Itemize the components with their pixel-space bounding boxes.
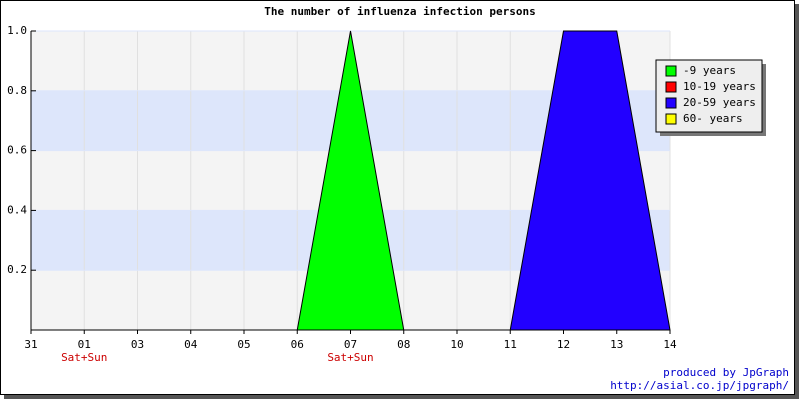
x-tick-label: 13	[610, 338, 623, 351]
y-tick-label: 0.2	[7, 263, 27, 276]
y-tick-label: 0.6	[7, 144, 27, 157]
legend-swatch	[665, 81, 677, 93]
x-tick-label: 10	[450, 338, 463, 351]
x-tick-label: 05	[237, 338, 250, 351]
x-tick-label: 31	[24, 338, 37, 351]
legend-swatch	[665, 113, 677, 125]
x-tick-label: 01	[78, 338, 91, 351]
x-sublabel: Sat+Sun	[61, 351, 107, 364]
y-tick-label: 0.8	[7, 84, 27, 97]
y-tick-label: 0.4	[7, 203, 27, 216]
y-tick-label: 1.0	[7, 24, 27, 37]
credit: produced by JpGraph	[663, 366, 789, 379]
x-tick-label: 07	[344, 338, 357, 351]
legend-label: 60- years	[683, 112, 743, 125]
x-sublabel: Sat+Sun	[327, 351, 373, 364]
x-tick-label: 08	[397, 338, 410, 351]
chart-title: The number of influenza infection person…	[264, 5, 536, 18]
x-tick-label: 06	[291, 338, 304, 351]
legend-label: 20-59 years	[683, 96, 756, 109]
legend-label: 10-19 years	[683, 80, 756, 93]
x-tick-label: 11	[504, 338, 517, 351]
credit-url: http://asial.co.jp/jpgraph/	[610, 379, 789, 392]
legend-swatch	[665, 97, 677, 109]
x-tick-label: 12	[557, 338, 570, 351]
x-tick-label: 03	[131, 338, 144, 351]
legend-swatch	[665, 65, 677, 77]
x-tick-label: 04	[184, 338, 198, 351]
legend-label: -9 years	[683, 64, 736, 77]
x-tick-label: 14	[663, 338, 677, 351]
